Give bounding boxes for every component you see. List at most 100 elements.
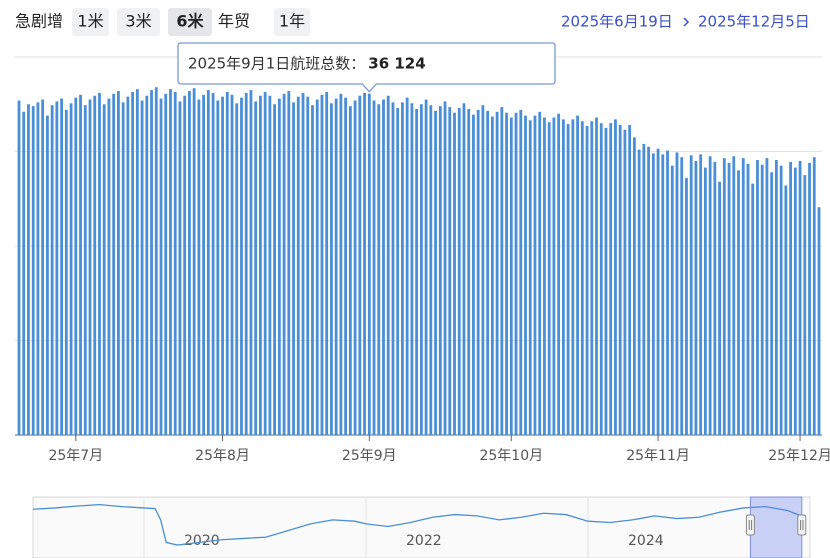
bar [273,104,277,435]
bar [486,110,490,436]
range-arrow [683,17,690,27]
bar [145,95,149,436]
bar [296,96,300,435]
bar [221,96,224,435]
bar [83,105,87,435]
bar [306,96,310,435]
bar [17,100,21,435]
navigator: 2020 2022 2024 [32,496,811,558]
tooltip: 2025年9月1日航班总数： 36 124 [177,42,556,93]
bar [595,117,598,435]
range-to[interactable]: 2025年12月5日 [698,13,810,31]
navigator-label: 2020 [184,533,220,549]
bar [637,149,641,436]
bar [159,98,163,435]
bar [566,124,570,435]
button-bg [274,8,310,36]
range-button[interactable]: 1年 [279,12,305,31]
tooltip-value: 36 124 [368,55,425,73]
bar [547,122,551,435]
bar [670,165,674,436]
bar [401,102,404,436]
bar [552,117,556,435]
bar [737,170,740,435]
bar [386,95,390,436]
bar [131,91,135,435]
bar [661,154,665,435]
bar [344,97,348,435]
bar [353,100,357,435]
bar [315,99,319,436]
bar [372,100,376,435]
bar [367,93,371,435]
bar [647,146,650,435]
bar [192,88,196,435]
bar [183,95,187,436]
bar [424,99,428,436]
bar [259,95,262,436]
bar [135,89,139,435]
bar [472,114,475,436]
range-button[interactable]: 年贸 [218,12,250,31]
bar [263,91,267,435]
bar [727,162,731,435]
button-bg [117,8,160,36]
bar [746,163,750,435]
bar [41,99,45,436]
bar [391,102,395,436]
bar [211,92,215,435]
range-button[interactable]: 6米 [176,12,204,31]
bar [576,115,579,435]
bar [732,156,736,435]
bar [524,115,527,435]
bar [396,108,400,435]
x-tick-label: 25年9月 [342,448,397,464]
bar [618,125,622,435]
bar [675,152,679,435]
bar [722,158,726,436]
bar [126,96,130,435]
bar [457,108,461,435]
bar [46,115,49,435]
bar [765,158,769,436]
bar [651,153,655,435]
bar [462,103,466,436]
bar [774,160,778,435]
bar [339,93,343,435]
tooltip-text: 2025年9月1日航班总数： [188,55,365,73]
bar [55,101,59,435]
bar [751,183,755,435]
bar [580,121,584,435]
navigator-window[interactable] [749,496,803,558]
bar [419,104,423,435]
bar [689,155,693,435]
bar [756,160,759,435]
bar [514,112,518,435]
range-button[interactable]: 1米 [77,12,103,31]
bar [330,103,333,436]
bar [808,162,811,435]
bar [410,103,414,436]
range-from[interactable]: 2025年6月19日 [561,13,673,31]
bar [429,105,433,435]
bar [561,119,565,436]
bar [325,91,329,435]
bar [490,116,494,435]
bar [64,109,68,436]
bar [685,177,688,435]
navigator-handle[interactable] [797,514,807,536]
bar [405,97,409,435]
bar [164,93,168,435]
bar [538,111,542,435]
x-tick-label: 25年11月 [626,448,690,464]
bar [282,93,286,435]
bar [708,156,712,435]
navigator-handle[interactable] [745,514,755,536]
bar [467,108,471,435]
bar [718,181,721,435]
bar [277,98,281,435]
range-button[interactable]: 3米 [125,12,151,31]
bar [614,119,617,436]
bar [585,125,589,436]
range-button[interactable]: 急剧增 [15,12,63,31]
